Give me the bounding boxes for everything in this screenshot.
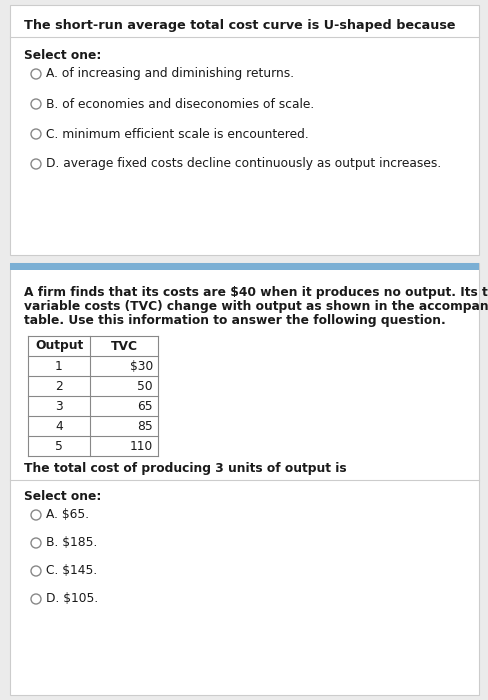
Text: The short-run average total cost curve is U-shaped because: The short-run average total cost curve i… xyxy=(24,19,454,32)
Text: 50: 50 xyxy=(137,379,153,393)
Text: B. $185.: B. $185. xyxy=(46,536,97,550)
Text: 4: 4 xyxy=(55,419,63,433)
Text: 1: 1 xyxy=(55,360,63,372)
Text: A. $65.: A. $65. xyxy=(46,508,89,522)
Text: Select one:: Select one: xyxy=(24,49,101,62)
Text: Select one:: Select one: xyxy=(24,490,101,503)
Text: C. minimum efficient scale is encountered.: C. minimum efficient scale is encountere… xyxy=(46,127,308,141)
Text: Output: Output xyxy=(35,340,83,353)
Text: 5: 5 xyxy=(55,440,63,452)
Text: table. Use this information to answer the following question.: table. Use this information to answer th… xyxy=(24,314,445,327)
Text: 65: 65 xyxy=(137,400,153,412)
Text: D. average fixed costs decline continuously as output increases.: D. average fixed costs decline continuou… xyxy=(46,158,440,171)
Text: 2: 2 xyxy=(55,379,63,393)
Text: A. of increasing and diminishing returns.: A. of increasing and diminishing returns… xyxy=(46,67,293,80)
Text: 85: 85 xyxy=(137,419,153,433)
Text: variable costs (TVC) change with output as shown in the accompanying: variable costs (TVC) change with output … xyxy=(24,300,488,313)
Bar xyxy=(10,5,478,255)
Text: 110: 110 xyxy=(129,440,153,452)
Text: TVC: TVC xyxy=(110,340,137,353)
Text: B. of economies and diseconomies of scale.: B. of economies and diseconomies of scal… xyxy=(46,97,314,111)
Bar xyxy=(10,263,478,270)
Bar xyxy=(10,263,478,695)
Text: The total cost of producing 3 units of output is: The total cost of producing 3 units of o… xyxy=(24,462,346,475)
Text: A firm finds that its costs are $40 when it produces no output. Its total: A firm finds that its costs are $40 when… xyxy=(24,286,488,299)
Text: 3: 3 xyxy=(55,400,63,412)
Text: $30: $30 xyxy=(129,360,153,372)
Text: C. $145.: C. $145. xyxy=(46,564,97,578)
Text: D. $105.: D. $105. xyxy=(46,592,98,606)
